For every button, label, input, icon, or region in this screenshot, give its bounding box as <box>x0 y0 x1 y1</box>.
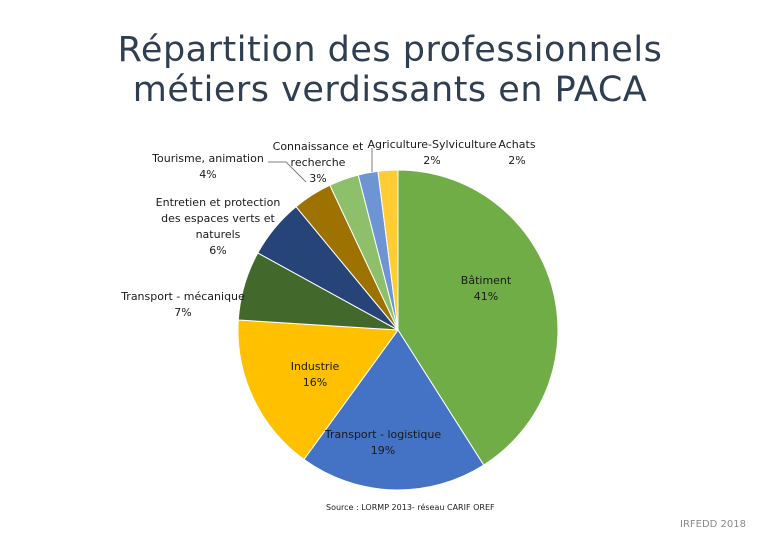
slice-label-line: Achats <box>498 138 535 151</box>
leader-lines <box>268 148 373 183</box>
slice-label-line: 6% <box>209 244 226 257</box>
pie-slice <box>377 169 399 331</box>
slice-label-line: Transport - mécanique <box>120 290 245 303</box>
slice-label: Bâtiment 41% <box>461 274 512 303</box>
slice-label-line: Industrie <box>291 360 340 373</box>
slice-label-line: naturels <box>196 228 241 241</box>
source-note: Source : LORMP 2013- réseau CARIF OREF <box>326 503 495 512</box>
slice-label-line: 7% <box>174 306 191 319</box>
slice-label-line: 3% <box>309 172 326 185</box>
slice-label-line: Bâtiment <box>461 274 512 287</box>
slice-label-line: 16% <box>303 376 327 389</box>
title-line-1: Répartition des professionnels <box>117 30 663 70</box>
slice-label-line: Connaissance et <box>273 140 364 153</box>
slice-label-line: 19% <box>371 444 395 457</box>
slice-label: Industrie 16% <box>291 360 340 389</box>
slice-label-line: Tourisme, animation <box>151 152 264 165</box>
slice-label: Achats 2% <box>498 138 535 167</box>
pie-slices <box>237 169 559 491</box>
footer-credit: IRFEDD 2018 <box>680 519 746 530</box>
pie-slice <box>303 329 485 491</box>
slice-label: Entretien et protection des espaces verts… <box>156 196 281 257</box>
slice-label-line: recherche <box>291 156 346 169</box>
title-line-2: métiers verdissants en PACA <box>132 70 648 110</box>
slice-label-line: Transport - logistique <box>324 428 441 441</box>
slice-label: Tourisme, animation 4% <box>151 152 264 181</box>
pie-slice <box>397 169 559 466</box>
slice-label-line: des espaces verts et <box>161 212 275 225</box>
slice-label-line: 2% <box>508 154 525 167</box>
slice-label: Transport - logistique 19% <box>324 428 441 457</box>
slice-label-line: Agriculture-Sylviculture <box>368 138 497 151</box>
slice-label-line: 4% <box>199 168 216 181</box>
pie-slice <box>237 319 399 461</box>
leader-line <box>268 161 307 183</box>
chart-title: Répartition des professionnels métiers v… <box>0 30 780 110</box>
slice-label-line: 2% <box>423 154 440 167</box>
slice-labels: Bâtiment 41% Transport - logistique 19% Indu… <box>120 138 536 457</box>
slice-label-line: Entretien et protection <box>156 196 281 209</box>
slice-label: Connaissance et recherche 3% <box>273 140 364 185</box>
slice-label: Transport - mécanique 7% <box>120 290 245 319</box>
slice-label: Agriculture-Sylviculture 2% <box>368 138 497 167</box>
slice-label-line: 41% <box>474 290 498 303</box>
